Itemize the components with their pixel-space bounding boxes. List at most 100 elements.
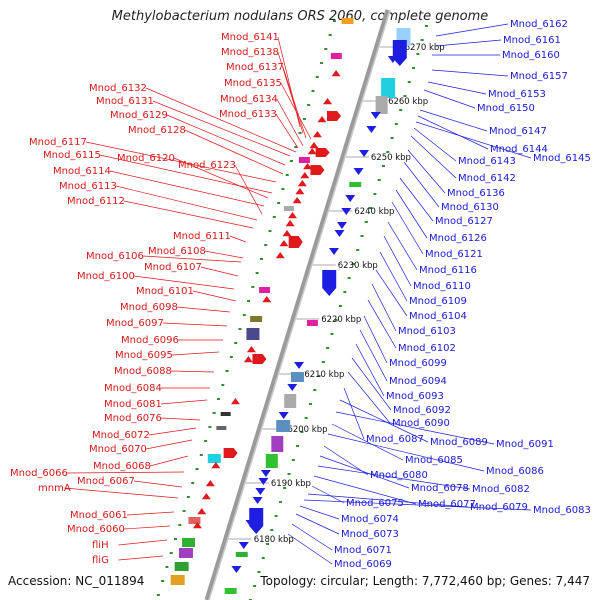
leader-line-right bbox=[351, 357, 392, 411]
gene-arrow bbox=[322, 270, 337, 296]
leader-line-right bbox=[395, 189, 428, 239]
tick-left bbox=[165, 566, 169, 568]
gene-box bbox=[246, 328, 260, 340]
tick-right bbox=[321, 361, 325, 363]
gene-triangle bbox=[292, 197, 302, 204]
tick-right bbox=[330, 333, 334, 335]
tick-left bbox=[191, 482, 195, 484]
leader-line-left bbox=[149, 455, 189, 467]
gene-triangle bbox=[341, 208, 352, 215]
gene-label-left: Mnod_6107 bbox=[144, 262, 202, 273]
gene-triangle bbox=[211, 462, 221, 469]
tick-right bbox=[416, 53, 420, 55]
genome-backbone bbox=[204, 9, 391, 600]
gene-label-right: Mnod_6130 bbox=[441, 202, 499, 213]
leader-line-right bbox=[387, 221, 418, 271]
leader-line-left bbox=[171, 351, 220, 356]
gene-label-right: Mnod_6162 bbox=[510, 19, 568, 30]
gene-label-right: Mnod_6078 bbox=[411, 483, 469, 494]
leader-line-left bbox=[152, 100, 291, 157]
gene-label-left: Mnod_6098 bbox=[120, 302, 178, 313]
gene-label-right: Mnod_6087 bbox=[366, 434, 424, 445]
leader-line-left bbox=[176, 306, 231, 313]
gene-triangle bbox=[279, 240, 289, 247]
leader-line-right bbox=[419, 109, 488, 132]
tick-right bbox=[313, 389, 317, 391]
leader-line-right bbox=[423, 89, 476, 109]
gene-box bbox=[170, 575, 185, 585]
gene-label-left: Mnod_6114 bbox=[53, 166, 111, 177]
gene-box bbox=[349, 182, 362, 187]
gene-triangle bbox=[300, 172, 310, 179]
tick-left bbox=[264, 244, 268, 246]
gene-triangle bbox=[334, 230, 345, 237]
leader-line-right bbox=[339, 399, 429, 443]
tick-right bbox=[394, 123, 398, 125]
gene-box bbox=[330, 53, 342, 59]
gene-label-right: Mnod_6150 bbox=[477, 103, 535, 114]
leader-line-left bbox=[148, 427, 197, 436]
backbone-highlight bbox=[208, 9, 391, 600]
tick-right bbox=[339, 305, 343, 307]
kbp-marker: 6210 kbp bbox=[304, 370, 344, 380]
gene-label-left: mnmA bbox=[38, 483, 71, 494]
tick-right bbox=[270, 529, 274, 531]
tick-right bbox=[424, 25, 428, 27]
tick-left bbox=[182, 510, 186, 512]
gene-label-right: Mnod_6127 bbox=[435, 216, 493, 227]
tick-right bbox=[253, 585, 257, 587]
leader-line-right bbox=[413, 127, 457, 162]
kbp-marker: 6180 kbp bbox=[254, 535, 294, 545]
gene-triangle bbox=[246, 346, 256, 353]
gene-label-left: Mnod_6123 bbox=[178, 160, 236, 171]
figure-title: Methylobacterium nodulans ORS 2060, comp… bbox=[111, 9, 489, 24]
leader-line-left bbox=[123, 200, 254, 229]
gene-label-left: Mnod_6135 bbox=[224, 78, 282, 89]
leader-line-left bbox=[204, 250, 244, 259]
tick-right bbox=[343, 291, 347, 293]
gene-triangle bbox=[297, 180, 307, 187]
kbp-marker: 6240 kbp bbox=[354, 207, 394, 217]
gene-box bbox=[182, 538, 196, 547]
gene-box bbox=[259, 287, 271, 293]
tick-right bbox=[274, 515, 278, 517]
gene-label-left: Mnod_6141 bbox=[221, 32, 279, 43]
gene-triangle bbox=[288, 212, 298, 219]
gene-label-left: Mnod_6131 bbox=[96, 96, 154, 107]
gene-label-right: Mnod_6074 bbox=[341, 514, 399, 525]
tick-right bbox=[403, 95, 407, 97]
leader-line-right bbox=[359, 329, 388, 382]
leader-line-right bbox=[311, 485, 345, 504]
leader-line-left bbox=[192, 290, 237, 302]
leader-line-right bbox=[399, 177, 434, 222]
gene-label-left: Mnod_6068 bbox=[93, 461, 151, 472]
tick-left bbox=[225, 370, 229, 372]
gene-triangle bbox=[278, 412, 289, 419]
gene-label-right: Mnod_6153 bbox=[488, 89, 546, 100]
tick-left bbox=[186, 496, 190, 498]
gene-label-right: Mnod_6104 bbox=[409, 311, 467, 322]
gene-triangle bbox=[353, 168, 364, 175]
gene-label-left: Mnod_6115 bbox=[43, 150, 101, 161]
gene-box bbox=[250, 316, 263, 322]
leader-line-right bbox=[317, 465, 471, 490]
tick-left bbox=[169, 552, 173, 554]
leader-line-left bbox=[160, 417, 201, 421]
gene-box bbox=[375, 96, 388, 114]
tick-left bbox=[328, 34, 332, 36]
leader-line-right bbox=[427, 81, 487, 95]
gene-triangle bbox=[282, 230, 292, 237]
kbp-marker: 6220 kbp bbox=[321, 315, 361, 325]
tick-left bbox=[234, 342, 238, 344]
tick-left bbox=[216, 398, 220, 400]
tick-left bbox=[307, 104, 311, 106]
gene-label-left: Mnod_6120 bbox=[117, 153, 175, 164]
gene-box bbox=[276, 420, 291, 432]
leader-line-left bbox=[276, 98, 304, 147]
tick-right bbox=[283, 487, 287, 489]
gene-triangle bbox=[230, 398, 240, 405]
leader-line-right bbox=[375, 269, 408, 317]
gene-label-left: Mnod_6129 bbox=[110, 110, 168, 121]
leader-line-right bbox=[410, 135, 457, 179]
